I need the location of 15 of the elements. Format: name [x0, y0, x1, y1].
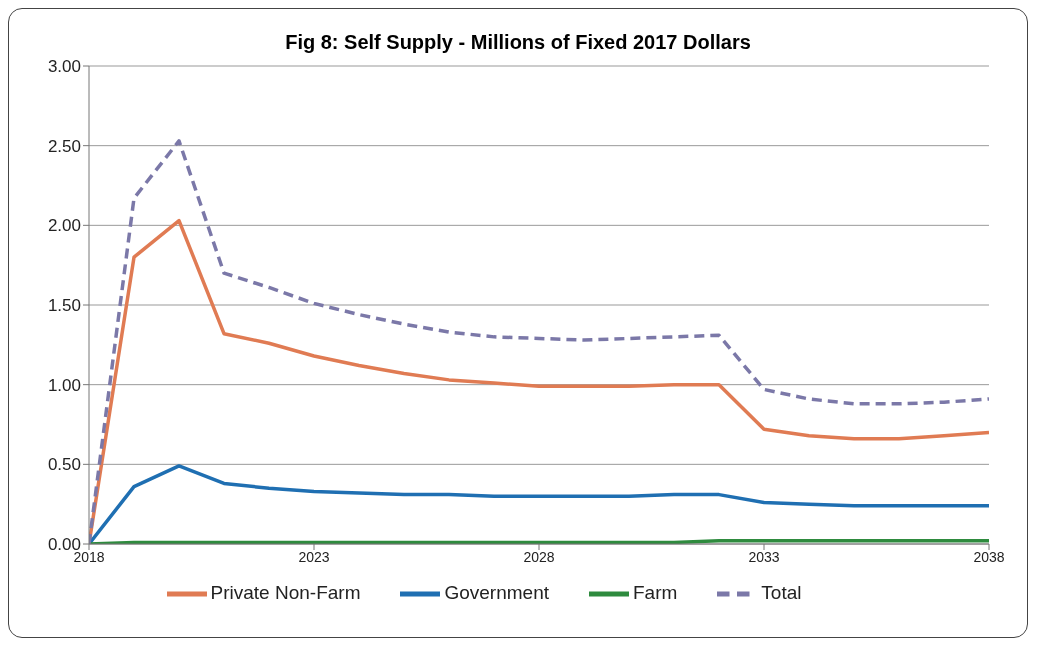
y-tick-label: 1.50	[47, 296, 81, 316]
legend-label: Private Non-Farm	[210, 582, 361, 604]
legend-label: Total	[761, 582, 802, 604]
chart-title: Fig 8: Self Supply - Millions of Fixed 2017 Dollars	[284, 30, 752, 54]
y-tick-label: 2.00	[47, 216, 81, 236]
legend-label: Government	[444, 582, 549, 604]
x-tick-label: 2033	[748, 548, 780, 565]
x-tick-label: 2038	[973, 548, 1005, 565]
x-tick-label: 2028	[523, 548, 555, 565]
legend-label: Farm	[633, 582, 678, 604]
y-tick-label: 2.50	[47, 136, 81, 156]
y-tick-label: 3.00	[47, 57, 81, 77]
y-tick-label: 0.50	[47, 455, 81, 475]
y-tick-label: 1.00	[47, 375, 81, 395]
x-tick-label: 2023	[298, 548, 330, 565]
